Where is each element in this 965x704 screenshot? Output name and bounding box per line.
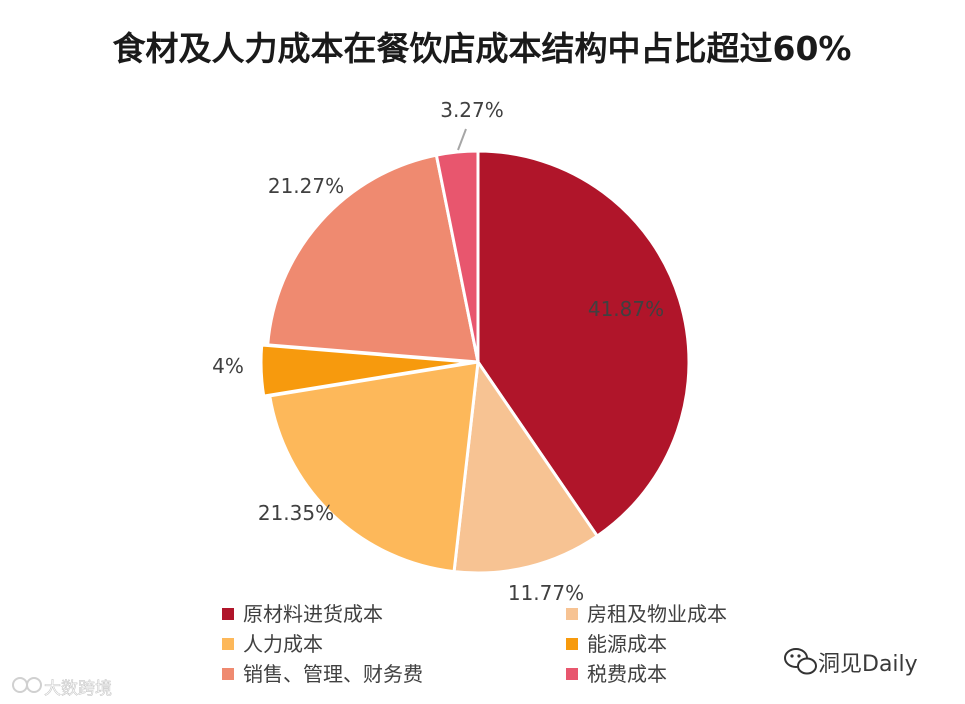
- pie-slice-5: [266, 153, 480, 364]
- legend-swatch-3: [222, 638, 234, 650]
- data-label-6: 3.27%: [440, 98, 504, 122]
- chart-title: 食材及人力成本在餐饮店成本结构中占比超过60%: [113, 29, 852, 68]
- data-labels: 41.87% 11.77% 21.35% 4% 21.27% 3.27%: [212, 98, 664, 605]
- data-label-4: 4%: [212, 354, 244, 378]
- wechat-icon: [784, 648, 817, 675]
- logo-icon: [12, 677, 42, 693]
- watermark-right-text: 洞见Daily: [818, 652, 918, 677]
- legend-swatch-2: [566, 608, 578, 620]
- legend-label-3: 人力成本: [243, 632, 323, 656]
- legend-label-1: 原材料进货成本: [243, 602, 383, 626]
- legend-swatch-1: [222, 608, 234, 620]
- pie-slices: [259, 149, 691, 575]
- legend-label-4: 能源成本: [587, 632, 667, 656]
- legend-swatch-4: [566, 638, 578, 650]
- watermark-left-text: 大数跨境: [44, 679, 112, 699]
- watermark-left: 大数跨境: [12, 677, 112, 699]
- legend-label-2: 房租及物业成本: [587, 602, 727, 626]
- data-label-2: 11.77%: [508, 581, 584, 605]
- pie-slice-1: [476, 149, 691, 539]
- watermark-right: 洞见Daily: [784, 648, 918, 677]
- pie-slice-4: [259, 343, 473, 398]
- legend-label-6: 税费成本: [587, 662, 667, 686]
- leader-line: [457, 128, 467, 151]
- pie-slice-2: [452, 357, 600, 575]
- data-label-3: 21.35%: [258, 501, 334, 525]
- data-label-5: 21.27%: [268, 174, 344, 198]
- pie-slice-6: [434, 149, 480, 363]
- legend-swatch-5: [222, 668, 234, 680]
- pie-slice-3: [268, 360, 480, 574]
- data-label-1: 41.87%: [588, 297, 664, 321]
- legend-label-5: 销售、管理、财务费: [243, 662, 423, 686]
- legend-swatch-6: [566, 668, 578, 680]
